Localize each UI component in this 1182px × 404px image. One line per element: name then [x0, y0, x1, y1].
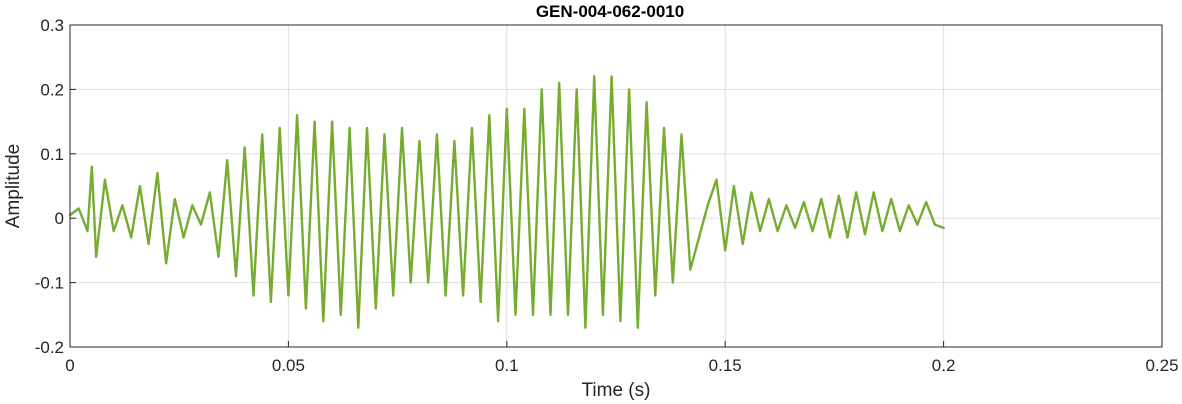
x-tick-label: 0	[65, 356, 74, 375]
y-axis-label: Amplitude	[3, 144, 24, 229]
x-tick-label: 0.1	[495, 356, 519, 375]
series-layer	[68, 75, 945, 329]
y-tick-label: -0.1	[35, 274, 64, 293]
y-tick-label: 0.1	[40, 145, 64, 164]
amplitude-series-line	[68, 75, 945, 329]
y-tick-label: 0	[55, 209, 64, 228]
x-axis-label: Time (s)	[582, 380, 651, 401]
x-tick-label: 0.2	[932, 356, 956, 375]
x-tick-label: 0.25	[1145, 356, 1178, 375]
x-tick-label: 0.05	[272, 356, 305, 375]
ticks: 0 0.05 0.1 0.15 0.2 0.25 -0.2 -0.1 0 0.1 0.2 0.3	[35, 16, 1179, 375]
chart-title: GEN-004-062-0010	[536, 2, 684, 21]
x-tick-label: 0.15	[709, 356, 742, 375]
y-tick-label: -0.2	[35, 338, 64, 357]
y-tick-label: 0.3	[40, 16, 64, 35]
y-tick-label: 0.2	[40, 80, 64, 99]
axes-box	[69, 24, 1163, 348]
